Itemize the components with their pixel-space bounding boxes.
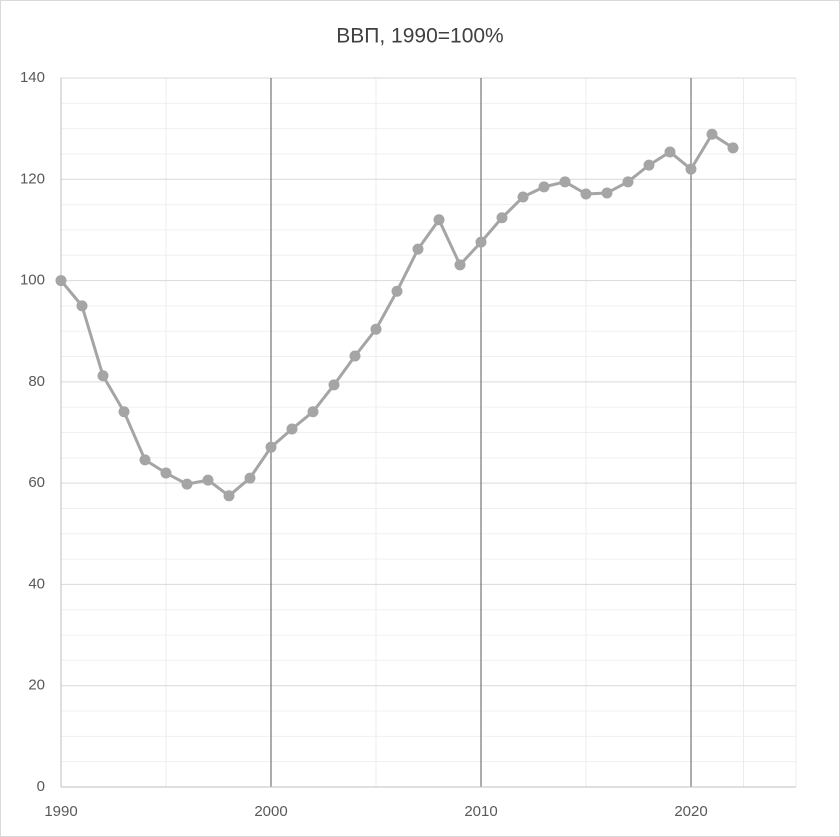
data-point (580, 188, 592, 200)
data-point (286, 423, 298, 435)
data-point (244, 472, 256, 484)
x-tick-label: 2000 (254, 803, 287, 820)
y-tick-label: 80 (28, 373, 45, 390)
data-point (97, 370, 109, 382)
data-point (454, 259, 466, 271)
data-point (475, 236, 487, 248)
data-point (622, 176, 634, 188)
data-point (307, 406, 319, 418)
data-point (496, 212, 508, 224)
data-point (412, 243, 424, 255)
data-point (538, 181, 550, 193)
data-point (328, 379, 340, 391)
data-point (76, 300, 88, 312)
y-tick-label: 0 (37, 778, 45, 795)
data-point (181, 478, 193, 490)
data-point (559, 176, 571, 188)
data-point (517, 191, 529, 203)
data-point (685, 163, 697, 175)
y-tick-label: 140 (20, 69, 45, 86)
data-point (601, 187, 613, 199)
data-point (727, 142, 739, 154)
y-tick-label: 60 (28, 474, 45, 491)
data-point (370, 323, 382, 335)
data-point (202, 474, 214, 486)
data-point (706, 128, 718, 140)
data-point (55, 275, 67, 287)
y-tick-label: 40 (28, 575, 45, 592)
y-tick-label: 20 (28, 677, 45, 694)
x-tick-label: 2010 (464, 803, 497, 820)
data-point (265, 441, 277, 453)
data-point (223, 490, 235, 502)
data-point (349, 350, 361, 362)
x-tick-label: 1990 (44, 803, 77, 820)
y-tick-label: 100 (20, 272, 45, 289)
data-point (433, 214, 445, 226)
data-point (391, 285, 403, 297)
data-point (643, 159, 655, 171)
data-point (118, 406, 130, 418)
data-point (664, 146, 676, 158)
data-point (160, 467, 172, 479)
x-tick-label: 2020 (674, 803, 707, 820)
y-tick-label: 120 (20, 170, 45, 187)
chart-title: ВВП, 1990=100% (336, 25, 503, 48)
data-point (139, 454, 151, 466)
